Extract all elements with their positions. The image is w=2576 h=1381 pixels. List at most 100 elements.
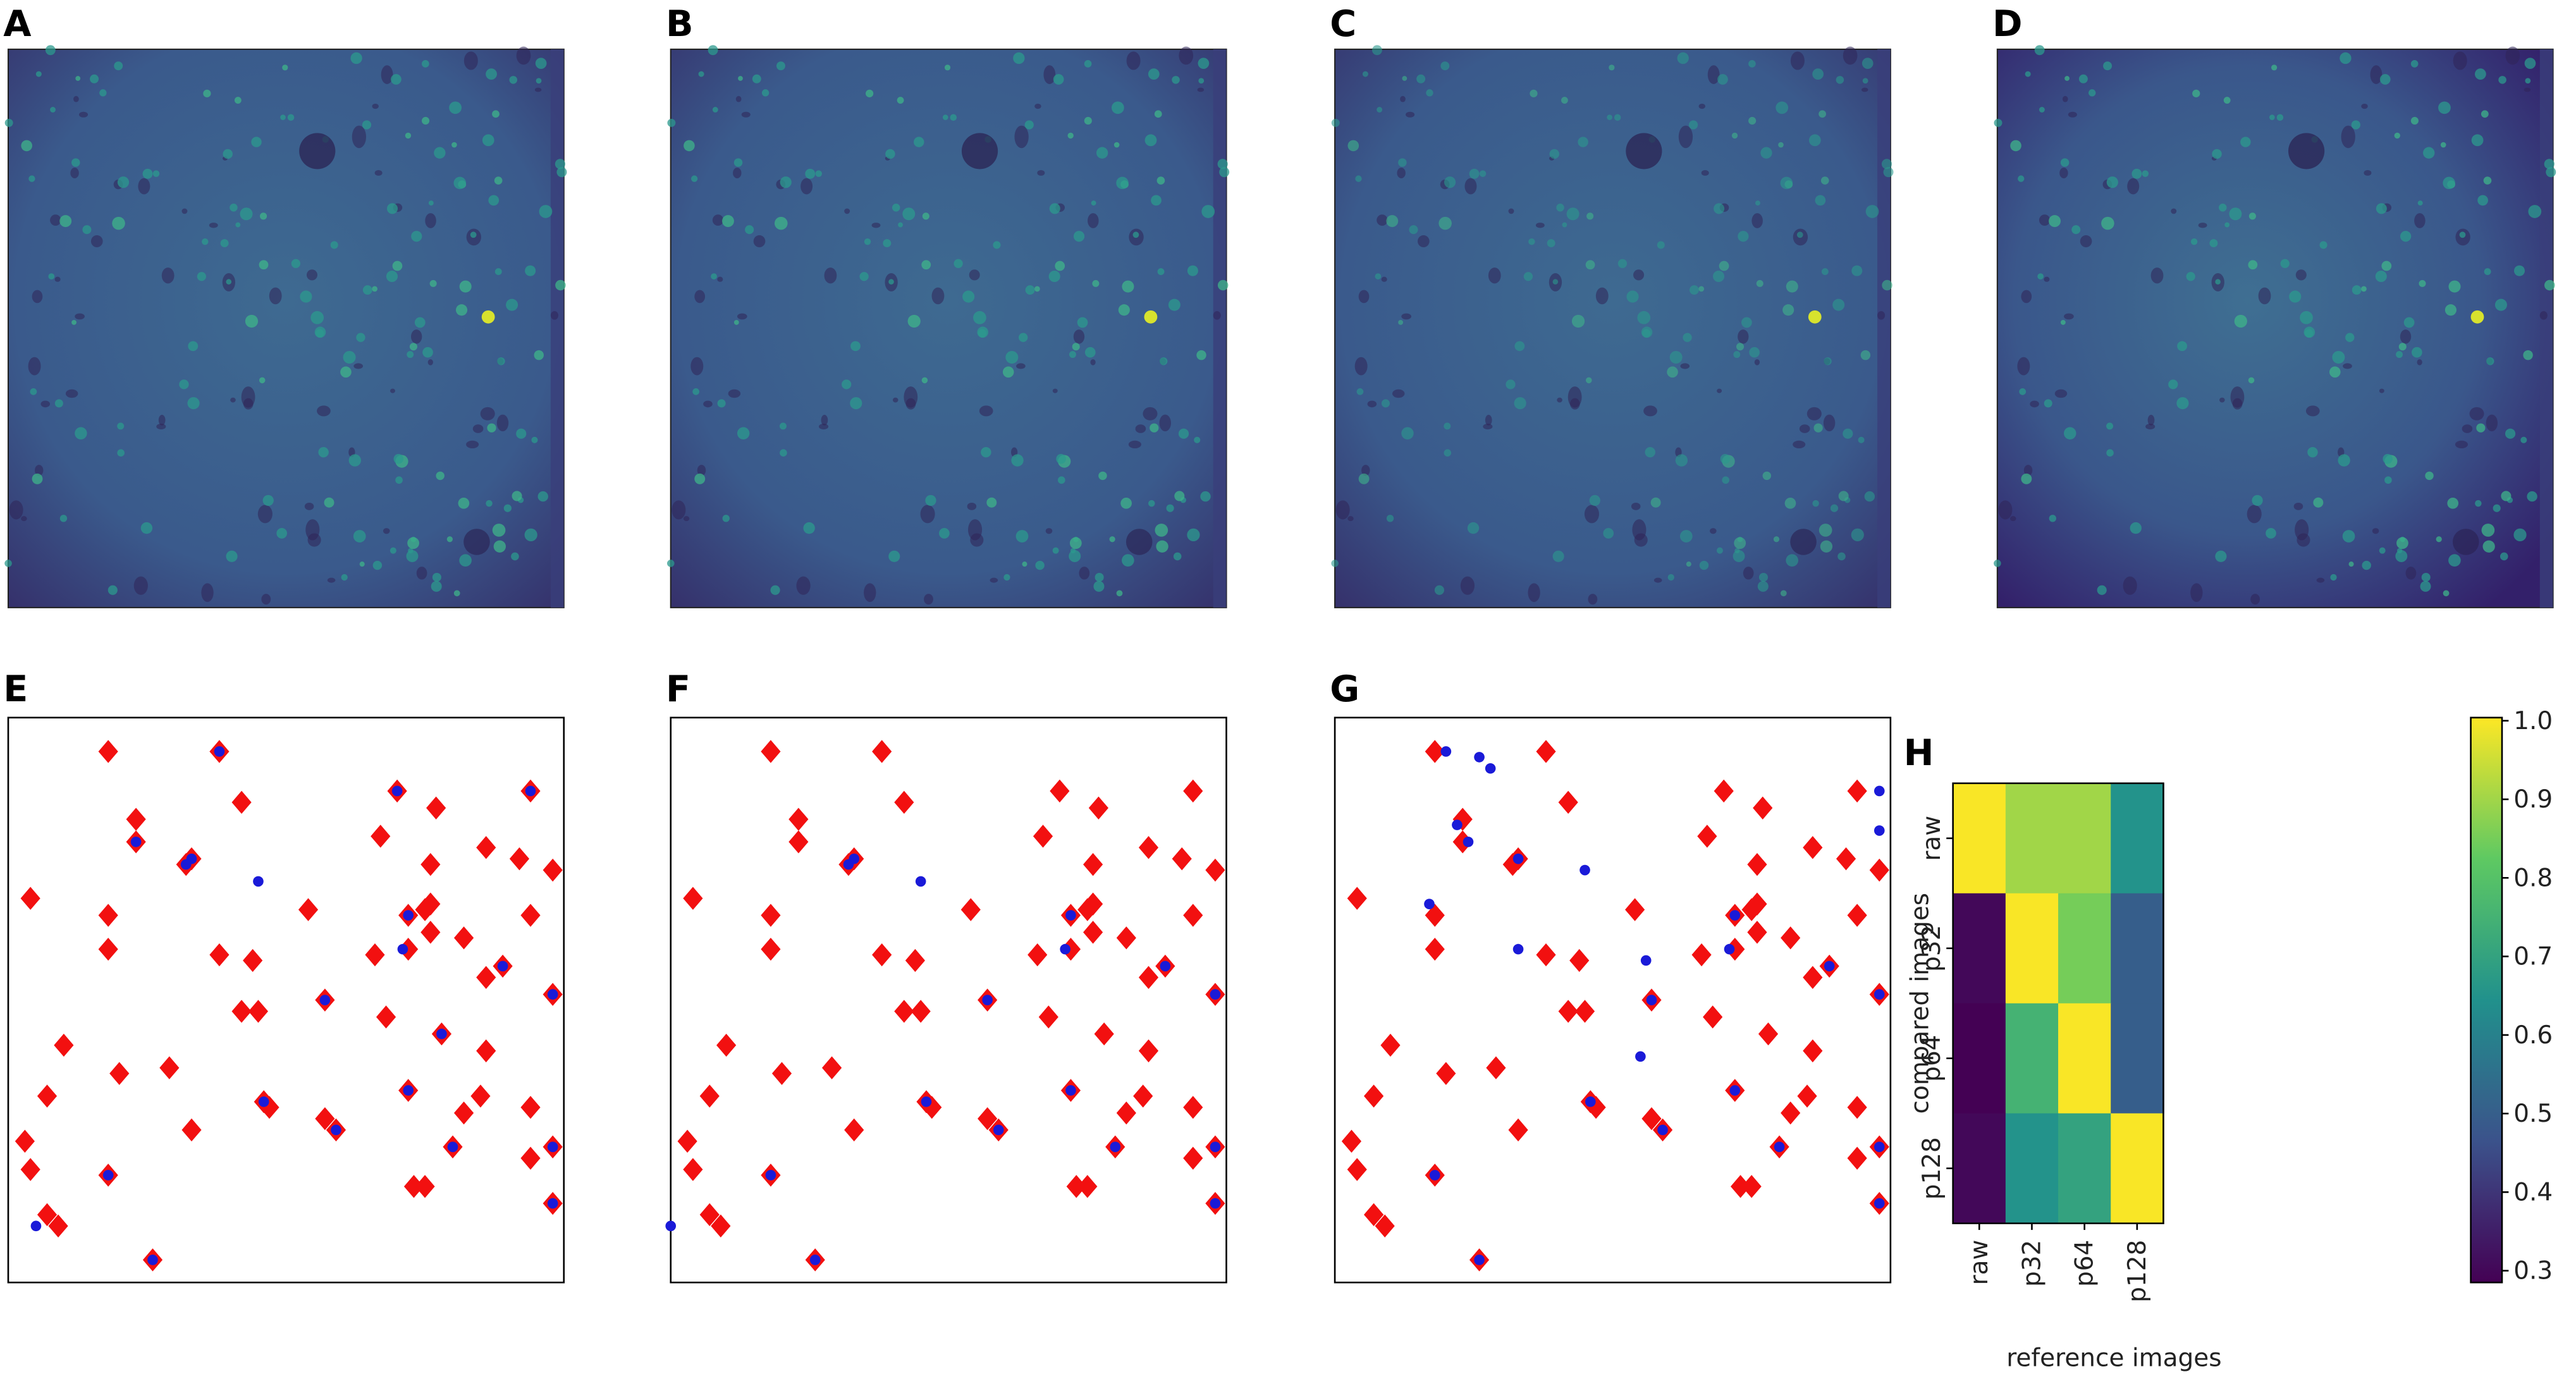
cell [1048, 270, 1060, 283]
cell [1174, 491, 1185, 501]
red-diamond [181, 1118, 202, 1142]
cell [1748, 116, 1757, 125]
red-diamond [1083, 852, 1103, 876]
red-diamond [1183, 779, 1203, 803]
blue-dot [765, 1170, 776, 1181]
cell [2186, 272, 2195, 281]
cell [2269, 114, 2275, 120]
cell [1434, 585, 1444, 595]
cell [722, 515, 730, 522]
cell [1156, 540, 1168, 553]
dark-spot [694, 290, 706, 304]
cell [1821, 268, 1829, 276]
cell [1219, 167, 1230, 178]
cell [803, 522, 815, 534]
cell [2523, 350, 2533, 360]
dark-spot [138, 178, 150, 195]
cell [850, 397, 862, 410]
cell [509, 76, 518, 84]
cell [429, 279, 437, 287]
dark-spot [690, 357, 704, 376]
dark-spot [201, 583, 214, 602]
y-tick-label: p128 [1918, 1137, 1946, 1200]
heatmap-cell [2005, 1003, 2059, 1115]
cell [187, 397, 200, 410]
cell [188, 341, 199, 352]
cell [2280, 259, 2290, 268]
blue-dot [1824, 961, 1835, 972]
cell [262, 494, 274, 506]
red-diamond [1747, 852, 1767, 876]
cell [1677, 52, 1689, 64]
dark-spot [924, 594, 933, 605]
blue-dot [1729, 910, 1741, 921]
cell [944, 64, 951, 71]
cell [1719, 261, 1729, 271]
vessel [299, 133, 336, 169]
panel-label: D [1992, 3, 2022, 45]
red-diamond [960, 898, 981, 921]
colorbar-tick-label: 1.0 [2513, 707, 2553, 735]
cell [2395, 550, 2408, 562]
cell [1815, 195, 1826, 206]
cell [1637, 310, 1651, 324]
cell [535, 58, 547, 70]
cell [2060, 158, 2070, 167]
red-diamond [476, 966, 496, 989]
cell [486, 500, 493, 507]
cell [1585, 377, 1592, 384]
cell [330, 241, 338, 249]
cell [2513, 265, 2525, 276]
cell [1883, 167, 1894, 178]
dark-spot [352, 125, 367, 149]
dark-spot [2295, 269, 2307, 281]
cell [921, 260, 931, 270]
red-diamond [126, 807, 146, 831]
cell [1549, 149, 1560, 159]
cell [780, 176, 792, 188]
cell [259, 260, 269, 270]
blue-dot [1579, 864, 1590, 876]
cell [2417, 200, 2423, 206]
cell [892, 204, 900, 212]
cell [359, 562, 365, 567]
cell [1683, 333, 1692, 342]
dark-spot [269, 287, 282, 305]
cell [2484, 268, 2491, 276]
dark-spot [1143, 407, 1158, 420]
cell [1832, 298, 1845, 311]
cell [939, 528, 950, 539]
red-diamond [1741, 1175, 1762, 1198]
cell [2223, 97, 2231, 104]
cell [71, 158, 80, 167]
microscopy-image [4, 45, 567, 608]
cell [2379, 547, 2386, 554]
cell [921, 377, 928, 384]
cell [2482, 540, 2495, 553]
cell [260, 212, 267, 220]
vessel [2453, 529, 2479, 555]
cell [1603, 528, 1614, 539]
cell [356, 333, 365, 342]
red-diamond [1138, 966, 1159, 989]
cell [1614, 114, 1621, 121]
cell [2440, 142, 2446, 148]
image-edge [550, 49, 564, 608]
dark-spot [931, 287, 945, 305]
blue-dot [130, 837, 142, 847]
dark-spot [2453, 51, 2467, 70]
cell [2234, 314, 2247, 328]
blue-dot [1512, 853, 1524, 864]
cell [779, 422, 787, 430]
blue-dot [1160, 961, 1171, 972]
dark-spot [712, 214, 724, 226]
dark-spot [1751, 213, 1763, 228]
dark-spot [2316, 577, 2325, 583]
cell [1109, 536, 1115, 543]
blue-dot [1210, 989, 1221, 1000]
blue-dot [1646, 995, 1657, 1005]
dark-spot [2258, 287, 2271, 305]
cell [1096, 147, 1108, 159]
dark-spot [78, 111, 89, 118]
dark-spot [920, 505, 935, 524]
